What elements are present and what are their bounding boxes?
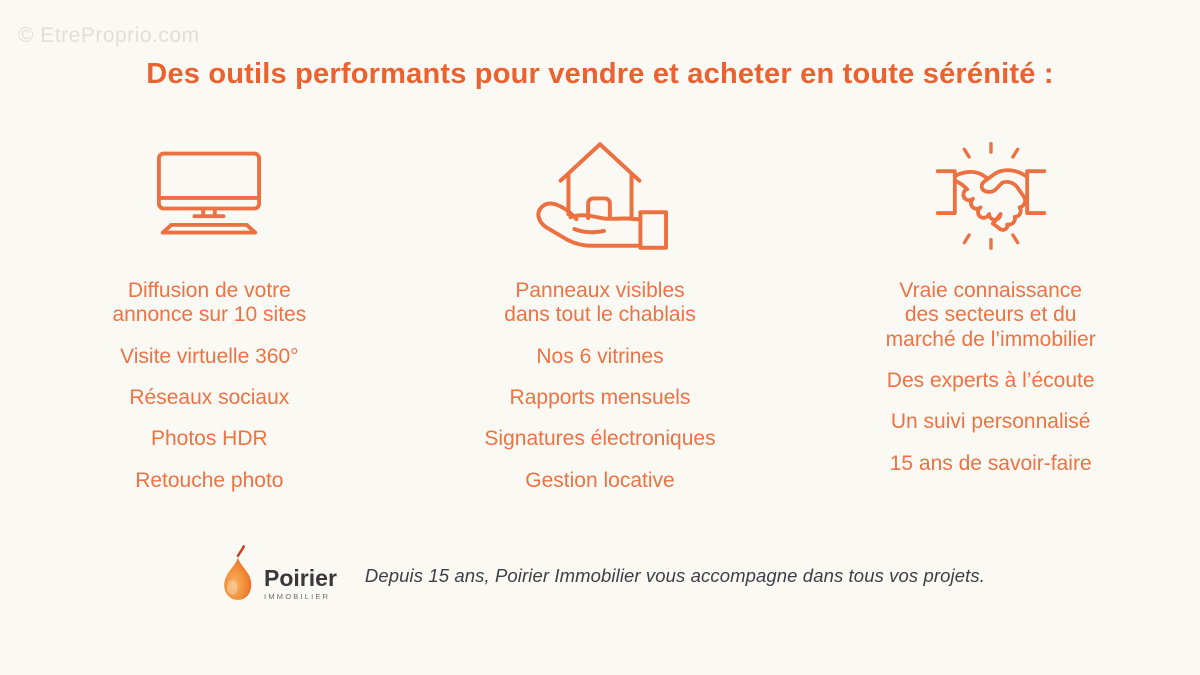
feature-item: Gestion locative xyxy=(525,468,675,492)
monitor-icon xyxy=(14,131,405,259)
feature-item: Panneaux visibles dans tout le chablais xyxy=(504,279,696,327)
feature-list: Panneaux visibles dans tout le chablais … xyxy=(405,279,796,493)
feature-item: Photos HDR xyxy=(150,427,268,451)
column-agence: Panneaux visibles dans tout le chablais … xyxy=(405,131,796,510)
handshake-icon xyxy=(795,131,1186,259)
pear-icon xyxy=(224,545,252,600)
feature-columns: Diffusion de votre annonce sur 10 sites … xyxy=(0,131,1200,510)
feature-item: Rapports mensuels xyxy=(509,386,691,410)
logo-name: Poirier xyxy=(264,565,337,591)
house-in-hand-icon xyxy=(405,131,796,259)
feature-item: Retouche photo xyxy=(135,468,284,492)
logo-subtitle: IMMOBILIER xyxy=(264,592,331,601)
poirier-logo: Poirier IMMOBILIER xyxy=(215,545,337,607)
feature-item: Vraie connaissance des secteurs et du ma… xyxy=(885,279,1096,351)
feature-list: Vraie connaissance des secteurs et du ma… xyxy=(795,279,1186,476)
logo-text: Poirier IMMOBILIER xyxy=(264,551,337,602)
feature-item: Diffusion de votre annonce sur 10 sites xyxy=(112,279,307,327)
feature-item: Un suivi personnalisé xyxy=(890,410,1091,434)
feature-list: Diffusion de votre annonce sur 10 sites … xyxy=(14,279,405,493)
feature-item: Réseaux sociaux xyxy=(129,386,290,410)
column-diffusion: Diffusion de votre annonce sur 10 sites … xyxy=(14,131,405,510)
column-expertise: Vraie connaissance des secteurs et du ma… xyxy=(795,131,1186,510)
footer: Poirier IMMOBILIER Depuis 15 ans, Poirie… xyxy=(0,545,1200,607)
page-title: Des outils performants pour vendre et ac… xyxy=(146,58,1054,90)
feature-item: 15 ans de savoir-faire xyxy=(889,451,1092,475)
feature-item: Nos 6 vitrines xyxy=(536,344,664,368)
feature-item: Visite virtuelle 360° xyxy=(120,344,299,368)
footer-tagline: Depuis 15 ans, Poirier Immobilier vous a… xyxy=(364,565,985,586)
feature-item: Des experts à l’écoute xyxy=(886,369,1095,393)
feature-item: Signatures électroniques xyxy=(484,427,716,451)
watermark: © EtreProprio.com xyxy=(18,24,200,47)
